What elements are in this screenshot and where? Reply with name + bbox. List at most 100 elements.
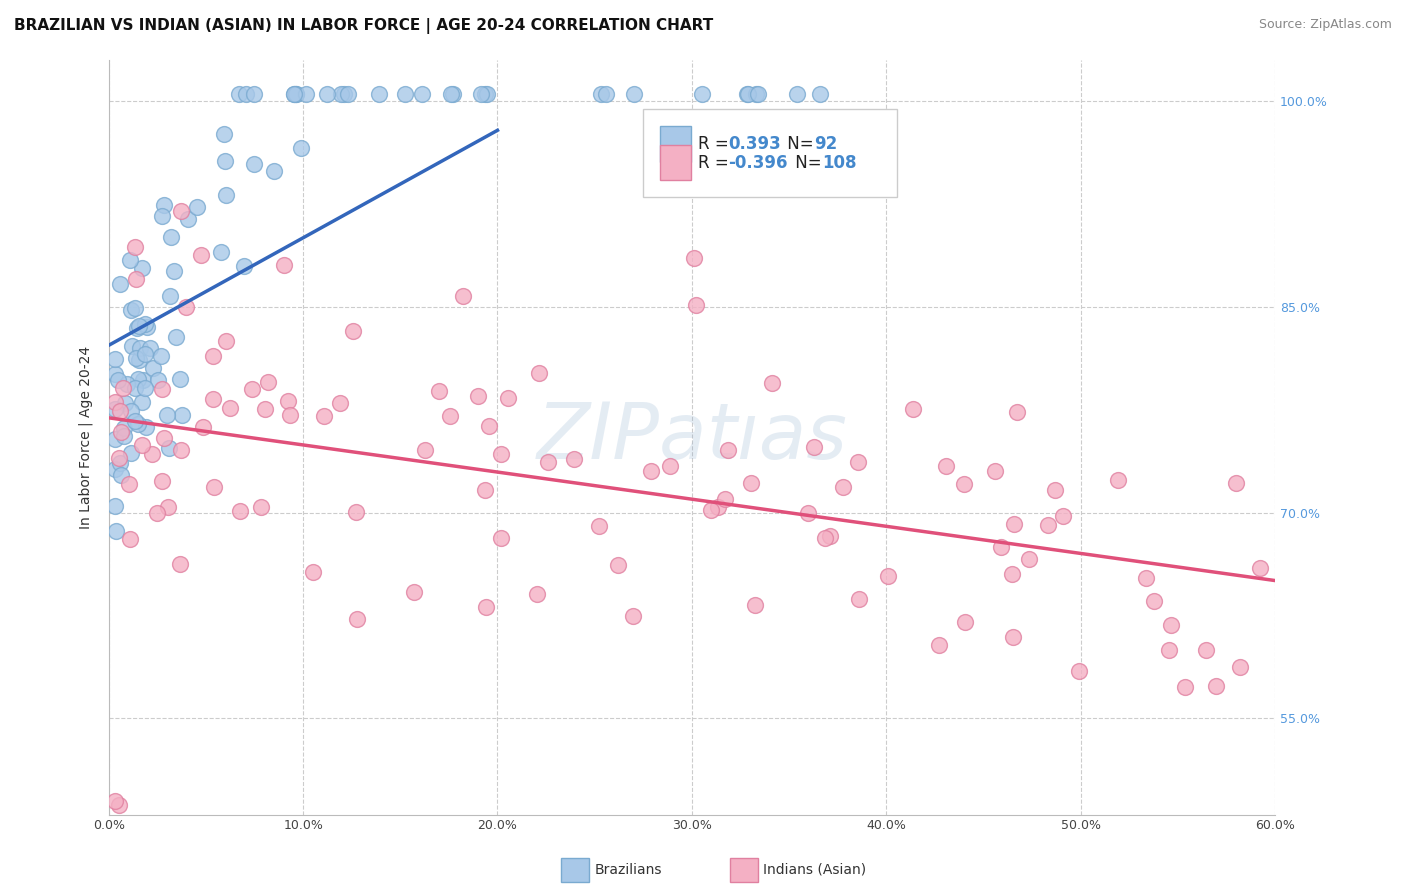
Point	[125, 272, 148, 286]
Point	[1160, 618, 1182, 632]
Point	[621, 609, 644, 624]
Point	[202, 480, 225, 494]
Point	[747, 87, 769, 101]
Point	[848, 592, 870, 607]
Point	[589, 87, 612, 101]
Point	[257, 375, 280, 389]
Point	[1002, 517, 1025, 532]
Point	[103, 352, 125, 367]
Point	[172, 409, 194, 423]
Point	[146, 506, 169, 520]
Point	[103, 499, 125, 513]
Point	[607, 558, 630, 573]
Point	[814, 531, 837, 545]
Point	[439, 409, 461, 424]
Point	[329, 87, 352, 101]
Point	[156, 500, 179, 515]
Point	[191, 420, 214, 434]
Text: R =: R =	[697, 136, 734, 153]
Point	[146, 373, 169, 387]
Point	[125, 321, 148, 335]
Point	[990, 540, 1012, 554]
Point	[595, 87, 617, 101]
Point	[283, 87, 305, 101]
Point	[496, 391, 519, 405]
Point	[243, 157, 266, 171]
Point	[832, 480, 855, 494]
Point	[707, 500, 730, 514]
Point	[121, 339, 143, 353]
Point	[1135, 571, 1157, 585]
Text: -0.396: -0.396	[728, 153, 787, 171]
Point	[474, 87, 496, 101]
Point	[295, 87, 318, 101]
Point	[744, 598, 766, 612]
Point	[110, 456, 132, 470]
Point	[761, 376, 783, 390]
Point	[134, 317, 156, 331]
Point	[177, 211, 200, 226]
Point	[263, 163, 285, 178]
Point	[1194, 643, 1216, 657]
Point	[107, 373, 129, 387]
Point	[477, 87, 499, 101]
Point	[1005, 405, 1028, 419]
Point	[124, 414, 146, 428]
Point	[110, 404, 132, 418]
Point	[125, 351, 148, 366]
Point	[153, 431, 176, 445]
Point	[235, 87, 257, 101]
Text: N=: N=	[782, 136, 818, 153]
Point	[278, 409, 301, 423]
Point	[169, 557, 191, 571]
Point	[404, 585, 426, 599]
Point	[104, 524, 127, 539]
Point	[159, 289, 181, 303]
Point	[134, 381, 156, 395]
Point	[1205, 679, 1227, 693]
Point	[112, 420, 135, 434]
Point	[818, 529, 841, 543]
Point	[284, 87, 307, 101]
Point	[131, 260, 153, 275]
Point	[107, 797, 129, 812]
Text: Indians (Asian): Indians (Asian)	[763, 863, 866, 877]
Point	[470, 87, 492, 101]
Point	[142, 361, 165, 376]
Point	[153, 197, 176, 211]
Point	[491, 447, 513, 461]
Point	[367, 87, 389, 101]
Point	[1174, 680, 1197, 694]
Point	[683, 251, 706, 265]
Point	[877, 568, 900, 582]
Point	[411, 87, 433, 101]
Point	[1001, 630, 1024, 644]
Point	[1045, 483, 1067, 497]
Point	[127, 372, 149, 386]
Point	[118, 253, 141, 268]
Point	[846, 455, 869, 469]
Point	[740, 475, 762, 490]
Point	[169, 442, 191, 457]
Point	[215, 334, 238, 349]
Point	[474, 483, 496, 497]
Point	[169, 372, 191, 386]
Point	[312, 409, 335, 423]
Point	[1143, 594, 1166, 608]
Point	[110, 468, 132, 483]
Point	[150, 474, 173, 488]
Point	[163, 263, 186, 277]
Point	[229, 504, 252, 518]
Point	[110, 425, 132, 440]
Point	[103, 432, 125, 446]
Point	[103, 395, 125, 409]
Point	[120, 303, 142, 318]
Point	[114, 429, 136, 443]
Point	[228, 87, 250, 101]
Point	[108, 277, 131, 291]
Point	[316, 87, 339, 101]
Point	[277, 394, 299, 409]
Point	[441, 87, 464, 101]
Point	[152, 209, 174, 223]
Point	[745, 87, 768, 101]
